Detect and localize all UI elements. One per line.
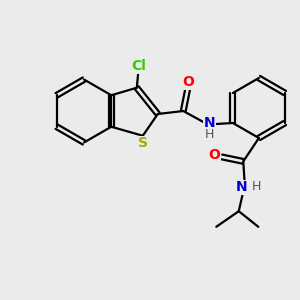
Text: O: O	[182, 75, 194, 89]
Text: H: H	[205, 128, 214, 141]
Text: O: O	[208, 148, 220, 162]
Text: N: N	[204, 116, 215, 130]
Text: Cl: Cl	[131, 59, 146, 73]
Text: S: S	[138, 136, 148, 150]
Text: N: N	[236, 180, 247, 194]
Text: H: H	[251, 180, 261, 193]
